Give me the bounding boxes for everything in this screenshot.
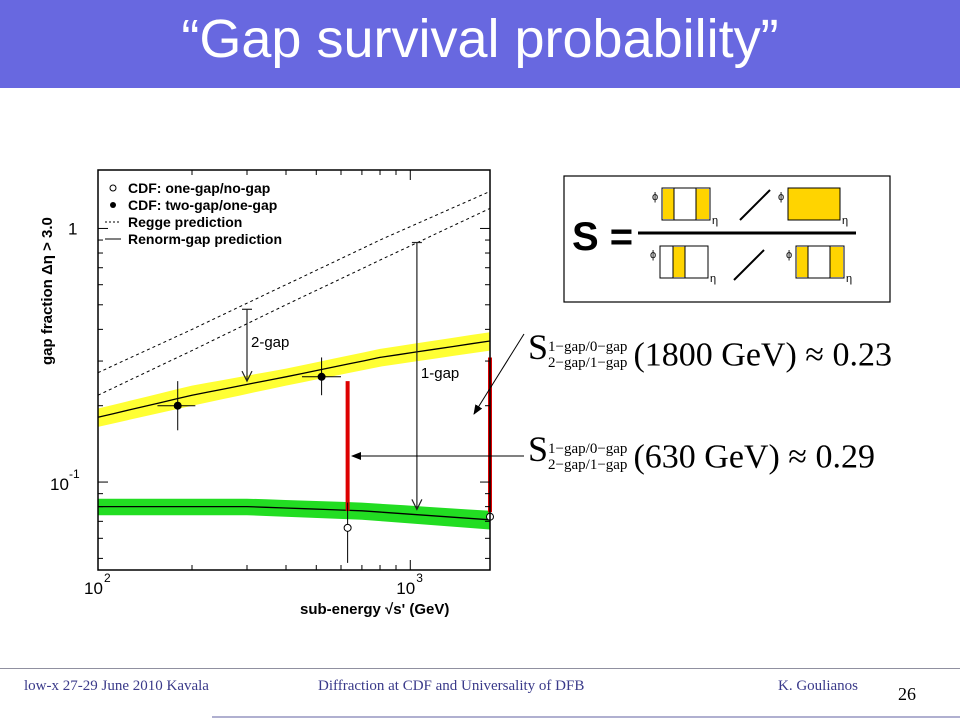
- footer-divider-bottom: [212, 716, 960, 718]
- diagram-bottom-right: ϕ η: [786, 245, 852, 285]
- formula-lhs: S =: [572, 215, 633, 259]
- two-gap-point: [317, 372, 326, 381]
- y-tick-label-0: 1: [68, 219, 77, 238]
- renorm-curve-1: [98, 505, 491, 521]
- green-band: [98, 498, 490, 530]
- formula-arrow-1800: [473, 333, 525, 415]
- gap-label-bg-0: [250, 333, 297, 352]
- svg-text:η: η: [842, 215, 848, 227]
- legend-label-2: Regge prediction: [128, 214, 242, 230]
- legend-marker-open: [109, 184, 117, 192]
- x-tick-exp-0: 2: [104, 571, 111, 585]
- gap-arrow-head-0: [241, 370, 253, 383]
- svg-text:η: η: [846, 273, 852, 285]
- x-tick-label-0: 10: [84, 579, 103, 598]
- legend-label-3: Renorm-gap prediction: [128, 231, 282, 247]
- legend-label-1: CDF: two-gap/one-gap: [128, 197, 277, 213]
- gap-label-bg-1: [420, 363, 467, 382]
- footer-left: low-x 27-29 June 2010 Kavala: [24, 678, 209, 694]
- x-axis-label: sub-energy √s' (GeV): [300, 601, 449, 618]
- title-bar: [0, 0, 960, 88]
- page-number: 26: [898, 684, 916, 704]
- slide-title: “Gap survival probability”: [181, 9, 779, 69]
- gap-label-0: 2-gap: [251, 334, 289, 351]
- x-tick-label-1: 10: [396, 579, 415, 598]
- svg-text:η: η: [710, 273, 716, 285]
- svg-text:ϕ: ϕ: [778, 191, 784, 203]
- gap-arrow-head-1: [411, 499, 423, 511]
- legend-label-0: CDF: one-gap/no-gap: [128, 180, 270, 196]
- diagram-bottom-left: ϕ η: [650, 245, 716, 285]
- diagram-top-right: ϕ η: [778, 187, 848, 227]
- svg-text:ϕ: ϕ: [652, 191, 658, 203]
- footer-center: Diffraction at CDF and Universality of D…: [318, 678, 585, 694]
- legend-marker-filled: [110, 202, 116, 208]
- formula-1800: S 1−gap/0−gap 2−gap/1−gap (1800 GeV) ≈ 0.23: [528, 327, 892, 374]
- formula-630: S 1−gap/0−gap 2−gap/1−gap (630 GeV) ≈ 0.29: [528, 429, 875, 476]
- slash-bottom: [733, 249, 765, 281]
- footer-right: K. Goulianos: [778, 678, 858, 694]
- svg-text:ϕ: ϕ: [650, 249, 656, 261]
- x-tick-exp-1: 3: [416, 571, 423, 585]
- y-tick-label-1: 10: [50, 475, 69, 494]
- footer-divider: [0, 668, 960, 669]
- two-gap-point: [173, 401, 182, 410]
- svg-text:η: η: [712, 215, 718, 227]
- plot-frame: [97, 169, 491, 571]
- svg-text:ϕ: ϕ: [786, 249, 792, 261]
- y-axis-label: gap fraction Δη > 3.0: [39, 217, 56, 365]
- one-gap-point: [343, 523, 352, 532]
- diagram-top-left: ϕ η: [652, 187, 718, 227]
- gap-label-1: 1-gap: [421, 365, 459, 382]
- slash-top: [739, 189, 771, 221]
- y-tick-exp-1: -1: [69, 467, 80, 481]
